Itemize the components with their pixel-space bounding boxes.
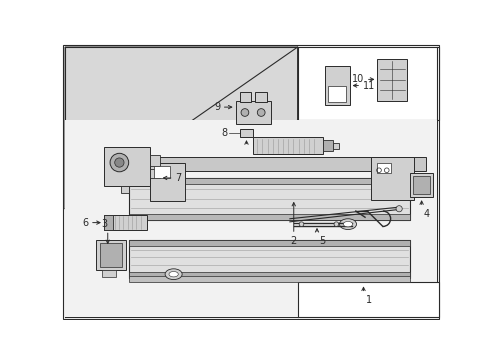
Bar [150, 155, 160, 166]
Ellipse shape [165, 269, 182, 280]
Circle shape [241, 109, 249, 116]
Bar [377, 163, 392, 173]
Bar [100, 243, 122, 266]
Bar [104, 147, 150, 186]
Text: 8: 8 [222, 128, 228, 138]
Circle shape [299, 222, 304, 226]
Ellipse shape [340, 219, 357, 230]
Text: 7: 7 [175, 173, 181, 183]
Text: 10: 10 [352, 75, 364, 84]
Ellipse shape [343, 221, 353, 227]
Bar [297, 282, 439, 316]
Circle shape [257, 109, 265, 116]
Bar [102, 270, 116, 276]
Text: 11: 11 [363, 81, 375, 91]
Bar [377, 59, 407, 101]
Bar [240, 130, 253, 137]
Bar [129, 178, 410, 184]
Bar [129, 239, 410, 278]
Ellipse shape [169, 271, 178, 277]
Bar [240, 92, 251, 103]
Bar [129, 178, 410, 220]
Bar [150, 163, 185, 201]
Bar [255, 92, 267, 103]
Bar [297, 47, 439, 120]
Bar [371, 157, 414, 199]
Bar [129, 272, 410, 278]
Bar [410, 172, 433, 197]
Text: 6: 6 [82, 217, 88, 228]
Text: 4: 4 [424, 209, 430, 219]
Bar [236, 101, 270, 124]
Bar [129, 276, 410, 282]
Bar [121, 186, 129, 193]
Bar [129, 239, 410, 246]
Bar [253, 137, 323, 154]
Bar [65, 209, 297, 316]
Bar [413, 176, 430, 194]
Circle shape [115, 158, 124, 167]
Bar [150, 157, 425, 171]
Circle shape [110, 153, 129, 172]
Bar [129, 214, 410, 220]
Bar [323, 140, 333, 151]
Polygon shape [65, 47, 297, 209]
Text: 2: 2 [291, 236, 297, 246]
Text: 3: 3 [101, 219, 107, 229]
Bar [104, 215, 113, 230]
Bar [325, 66, 349, 105]
Circle shape [396, 206, 402, 212]
Text: 5: 5 [319, 236, 325, 246]
Bar [328, 86, 346, 102]
Bar [154, 166, 170, 178]
Bar [333, 143, 339, 149]
Bar [65, 120, 437, 282]
Circle shape [334, 222, 339, 226]
Text: 1: 1 [366, 295, 372, 305]
Bar [96, 239, 125, 270]
Text: 9: 9 [214, 102, 220, 112]
Bar [150, 169, 160, 178]
Bar [104, 215, 147, 230]
